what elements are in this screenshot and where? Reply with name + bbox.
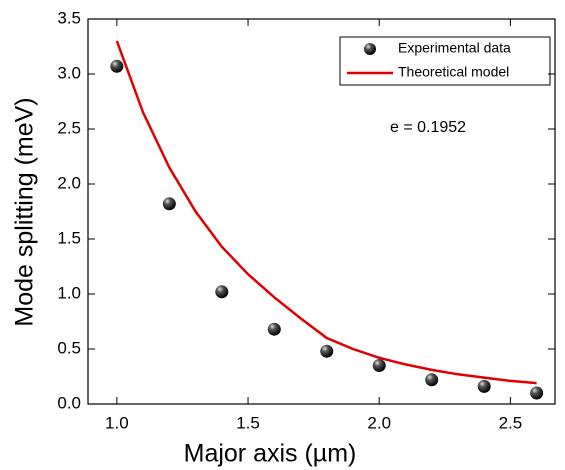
x-axis-label: Major axis (µm) bbox=[184, 440, 357, 468]
model-line bbox=[115, 40, 537, 385]
data-point bbox=[110, 59, 124, 73]
y-axis-label: Mode splitting (meV) bbox=[11, 97, 39, 326]
data-point bbox=[162, 197, 176, 211]
legend-label: Theoretical model bbox=[398, 64, 509, 80]
x-tick-label: 2.5 bbox=[499, 413, 523, 432]
data-point bbox=[530, 386, 544, 400]
data-point bbox=[215, 285, 229, 299]
data-point bbox=[425, 373, 439, 387]
y-tick-label: 2.0 bbox=[57, 173, 81, 192]
x-tick-label: 1.0 bbox=[105, 413, 129, 432]
data-point bbox=[320, 344, 334, 358]
data-point bbox=[477, 379, 491, 393]
plot-frame bbox=[87, 18, 556, 405]
legend-label: Experimental data bbox=[398, 40, 511, 56]
y-tick-label: 3.5 bbox=[57, 8, 81, 27]
y-tick-label: 0.0 bbox=[57, 393, 81, 412]
legend-box bbox=[339, 36, 551, 86]
data-point bbox=[267, 322, 281, 336]
legend-swatch bbox=[364, 43, 376, 55]
y-tick-label: 3.0 bbox=[57, 63, 81, 82]
y-tick-label: 1.0 bbox=[57, 283, 81, 302]
x-tick-label: 2.0 bbox=[367, 413, 391, 432]
y-tick-label: 0.5 bbox=[57, 338, 81, 357]
data-point bbox=[372, 359, 386, 372]
annotation: e = 0.1952 bbox=[390, 119, 466, 136]
y-tick-label: 1.5 bbox=[57, 228, 81, 247]
x-tick-label: 1.5 bbox=[236, 413, 260, 432]
y-tick-label: 2.5 bbox=[57, 118, 81, 137]
